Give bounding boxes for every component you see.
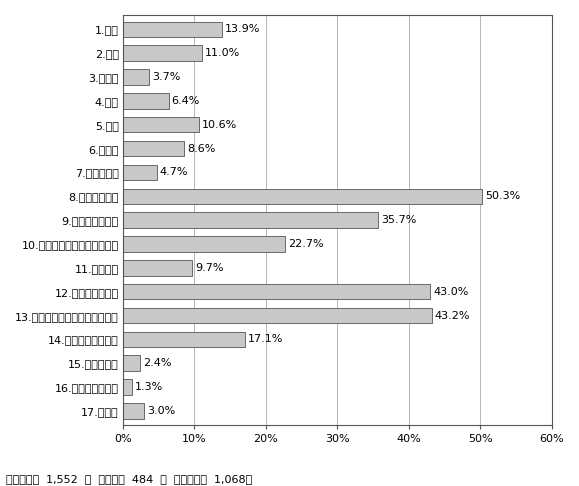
Bar bbox=[123, 141, 184, 156]
Bar bbox=[123, 117, 199, 133]
Bar bbox=[123, 69, 149, 85]
Text: 11.0%: 11.0% bbox=[204, 48, 240, 58]
Text: 43.2%: 43.2% bbox=[434, 311, 470, 321]
Bar bbox=[123, 284, 430, 299]
Text: 9.7%: 9.7% bbox=[195, 263, 223, 273]
Text: 6.4%: 6.4% bbox=[171, 96, 200, 106]
Text: 22.7%: 22.7% bbox=[288, 239, 324, 249]
Bar bbox=[123, 331, 245, 347]
Text: 43.0%: 43.0% bbox=[433, 287, 468, 296]
Bar bbox=[123, 380, 132, 395]
Bar bbox=[123, 260, 192, 276]
Text: 3.0%: 3.0% bbox=[147, 406, 175, 416]
Text: 【対象者数  1,552  ／  不明者数  484  ／  有効回答数  1,068】: 【対象者数 1,552 ／ 不明者数 484 ／ 有効回答数 1,068】 bbox=[6, 473, 252, 484]
Bar bbox=[123, 308, 431, 323]
Bar bbox=[123, 212, 378, 228]
Bar bbox=[123, 165, 156, 180]
Bar bbox=[123, 236, 285, 252]
Bar bbox=[123, 21, 222, 37]
Bar bbox=[123, 45, 201, 61]
Text: 13.9%: 13.9% bbox=[225, 24, 261, 35]
Text: 2.4%: 2.4% bbox=[143, 358, 171, 368]
Text: 8.6%: 8.6% bbox=[187, 143, 215, 154]
Text: 35.7%: 35.7% bbox=[381, 215, 416, 225]
Text: 1.3%: 1.3% bbox=[135, 382, 163, 392]
Text: 50.3%: 50.3% bbox=[485, 191, 521, 201]
Text: 4.7%: 4.7% bbox=[159, 167, 188, 177]
Text: 17.1%: 17.1% bbox=[248, 334, 283, 345]
Text: 3.7%: 3.7% bbox=[152, 72, 181, 82]
Bar bbox=[123, 93, 168, 108]
Bar bbox=[123, 403, 144, 418]
Bar bbox=[123, 355, 140, 371]
Bar bbox=[123, 189, 482, 204]
Text: 10.6%: 10.6% bbox=[201, 120, 237, 130]
